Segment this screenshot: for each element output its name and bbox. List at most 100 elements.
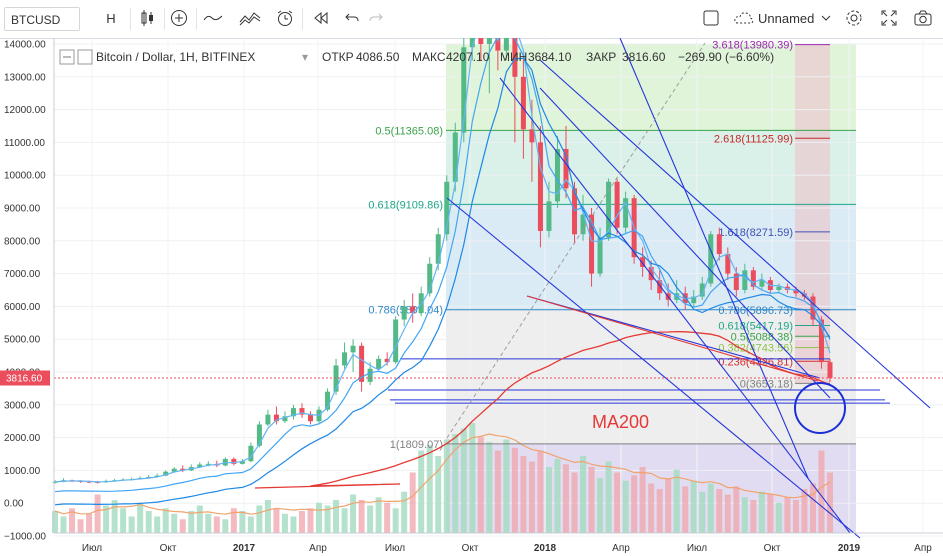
ma-fast-line bbox=[54, 38, 831, 483]
candle-body bbox=[742, 270, 748, 290]
x-tick-label: Окт bbox=[764, 543, 781, 554]
candle-body bbox=[827, 362, 833, 379]
symbol-legend-icon[interactable] bbox=[77, 49, 93, 65]
candle-body bbox=[708, 234, 714, 284]
legend-dropdown[interactable]: ▾ bbox=[302, 50, 308, 64]
volume-bar bbox=[818, 450, 825, 533]
candle-body bbox=[614, 181, 620, 228]
volume-bar bbox=[367, 505, 374, 533]
volume-bar bbox=[511, 447, 518, 533]
trend-line bbox=[539, 87, 831, 399]
candle-body bbox=[307, 414, 313, 422]
volume-bar bbox=[239, 511, 246, 533]
candles-icon[interactable] bbox=[136, 7, 158, 31]
candle-body bbox=[290, 408, 296, 417]
y-tick-label: 3000.00 bbox=[4, 400, 41, 411]
y-tick-label: 12000.00 bbox=[4, 105, 46, 116]
volume-bar bbox=[494, 450, 501, 533]
legend-high-value: 4207.10 bbox=[446, 50, 490, 64]
candle-body bbox=[52, 481, 58, 483]
volume-bar bbox=[426, 445, 433, 533]
chevron-down-icon[interactable] bbox=[818, 7, 834, 31]
volume-bar bbox=[767, 494, 774, 533]
volume-bar bbox=[137, 502, 144, 533]
volume-bar bbox=[477, 436, 484, 533]
y-tick-label: 11000.00 bbox=[4, 138, 45, 149]
candle-body bbox=[197, 464, 203, 468]
compare-icon[interactable] bbox=[202, 7, 224, 31]
x-tick-label: 2018 bbox=[534, 543, 557, 554]
volume-bar bbox=[333, 500, 340, 533]
candle-body bbox=[205, 463, 211, 465]
interval-button[interactable]: H bbox=[106, 11, 116, 26]
replay-icon[interactable] bbox=[310, 7, 332, 31]
candle-body bbox=[554, 148, 560, 202]
fib-right-band bbox=[795, 44, 830, 384]
volume-bar bbox=[716, 489, 723, 533]
symbol-search[interactable]: BTCUSD bbox=[4, 7, 80, 31]
candle-body bbox=[248, 445, 254, 462]
volume-bar bbox=[401, 491, 408, 533]
volume-bar bbox=[588, 467, 595, 533]
indicators-icon[interactable] bbox=[238, 7, 262, 31]
candle-body bbox=[606, 181, 612, 238]
candle-body bbox=[427, 263, 433, 294]
ma-slow-line bbox=[54, 57, 831, 506]
candle-body bbox=[725, 253, 731, 274]
volume-bar bbox=[154, 516, 161, 533]
candle-body bbox=[537, 142, 543, 231]
volume-bar bbox=[435, 456, 442, 533]
candle-body bbox=[342, 352, 348, 366]
volume-bar bbox=[60, 516, 67, 533]
legend-close-value: 3816.60 bbox=[622, 50, 666, 64]
candle-body bbox=[563, 148, 569, 189]
add-indicator-icon[interactable] bbox=[168, 7, 190, 31]
volume-bar bbox=[520, 456, 527, 533]
camera-icon[interactable] bbox=[912, 7, 934, 31]
candle-body bbox=[520, 76, 526, 130]
fib-ext-label: 0.618(5417.19) bbox=[718, 321, 793, 333]
volume-bar bbox=[801, 489, 808, 533]
y-tick-label: 5000.00 bbox=[4, 335, 41, 346]
legend-open-value: 4086.50 bbox=[356, 50, 400, 64]
volume-bar bbox=[188, 511, 195, 533]
legend-low-label: МИН bbox=[500, 50, 527, 64]
volume-bar bbox=[196, 505, 203, 533]
candle-body bbox=[623, 198, 629, 228]
y-tick-label: 14000.00 bbox=[4, 40, 46, 51]
volume-bar bbox=[699, 491, 706, 533]
settings-icon[interactable] bbox=[843, 7, 865, 31]
candle-body bbox=[256, 424, 262, 446]
volume-bar bbox=[52, 511, 58, 533]
layout-name[interactable]: Unnamed bbox=[758, 11, 815, 26]
x-tick-label: 2017 bbox=[233, 543, 256, 554]
volume-bar bbox=[375, 497, 382, 533]
candle-body bbox=[657, 280, 663, 294]
fib-ext-label: 3.618(13980.39) bbox=[712, 40, 793, 52]
fullscreen-icon[interactable] bbox=[878, 7, 900, 31]
fib-ext-label: 0.786(5896.73) bbox=[718, 305, 793, 317]
candle-body bbox=[171, 468, 177, 472]
fib-zone-1 bbox=[446, 130, 856, 205]
volume-bar bbox=[792, 500, 799, 533]
candle-body bbox=[546, 201, 552, 231]
alert-icon[interactable] bbox=[274, 7, 296, 31]
trend-line bbox=[499, 77, 851, 534]
cloud-icon[interactable] bbox=[732, 7, 756, 31]
volume-bar bbox=[179, 519, 186, 533]
volume-bar bbox=[111, 500, 118, 533]
volume-bar bbox=[350, 494, 357, 533]
candle-body bbox=[239, 461, 245, 464]
y-tick-label: 8000.00 bbox=[4, 236, 41, 247]
candle-body bbox=[759, 280, 765, 287]
legend-low-value: 3684.10 bbox=[528, 50, 572, 64]
candle-body bbox=[793, 290, 799, 294]
undo-icon[interactable] bbox=[342, 7, 362, 31]
drawing-checkbox[interactable] bbox=[700, 7, 722, 31]
volume-bar bbox=[503, 439, 510, 533]
chart-area[interactable]: 0.5(11365.08)0.618(9109.86)0.786(5899.04… bbox=[0, 38, 943, 556]
volume-bar bbox=[460, 428, 467, 533]
redo-icon[interactable] bbox=[366, 7, 386, 31]
candle-body bbox=[478, 38, 484, 44]
y-tick-label: 7000.00 bbox=[4, 269, 41, 280]
